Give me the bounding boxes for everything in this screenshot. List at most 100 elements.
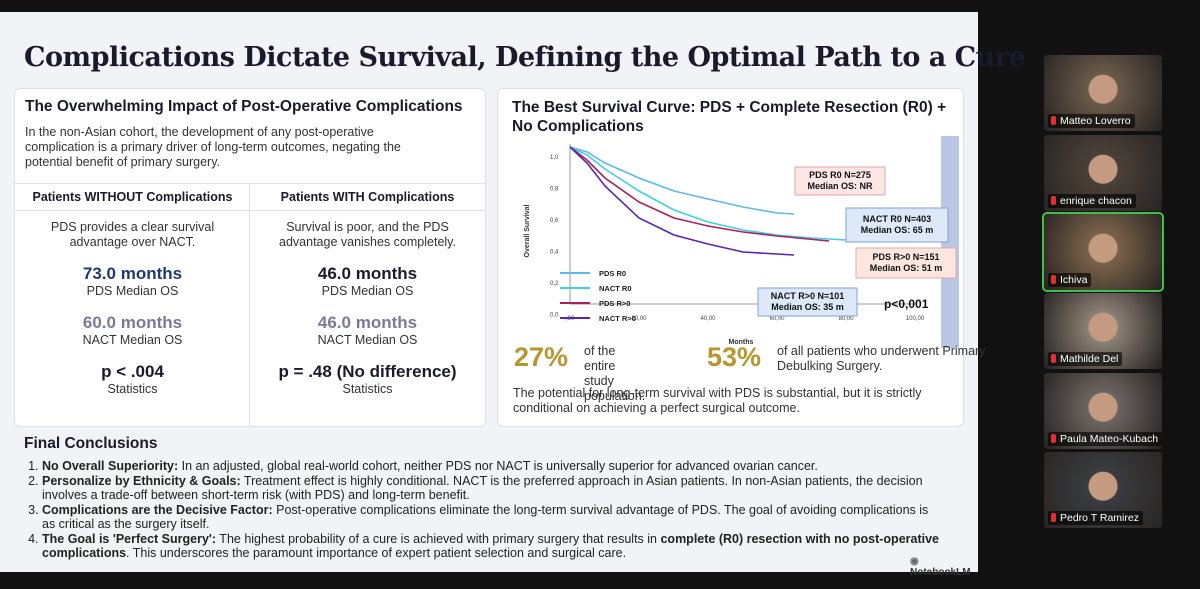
metric-value: 46.0 months bbox=[317, 264, 418, 283]
annotation-text: PDS R>0 N=151 bbox=[872, 252, 939, 262]
conclusion-item: No Overall Superiority: In an adjusted, … bbox=[42, 459, 942, 473]
y-axis-label: Overall Survival bbox=[524, 204, 531, 257]
annotation-box bbox=[845, 207, 949, 243]
right-footer: The potential for long-term survival wit… bbox=[513, 386, 922, 415]
conclusion-item: The Goal is 'Perfect Surgery': The highe… bbox=[42, 532, 942, 560]
conclusion-lead: No Overall Superiority: bbox=[42, 459, 179, 473]
annotation-text: NACT R>0 N=101 bbox=[771, 291, 845, 301]
mic-muted-icon bbox=[1051, 354, 1056, 363]
mic-muted-icon bbox=[1051, 196, 1056, 205]
metric-label: PDS Median OS bbox=[86, 284, 179, 298]
curve bbox=[569, 146, 795, 215]
column-description: PDS provides a clear survival advantage … bbox=[50, 220, 215, 249]
participant-tile: Matteo Loverro bbox=[1044, 55, 1162, 131]
x-tick-label: 80,00 bbox=[838, 316, 854, 322]
participant-label: Ichiva bbox=[1060, 274, 1088, 286]
mic-muted-icon bbox=[1051, 275, 1056, 284]
legend-label: NACT R>0 bbox=[599, 314, 636, 323]
metric-value: 46.0 months bbox=[317, 313, 418, 332]
y-tick-label: 0,8 bbox=[550, 187, 559, 193]
annotation-text: Median OS: NR bbox=[807, 181, 873, 191]
participant-name: Mathilde Del bbox=[1048, 352, 1123, 366]
legend-label: PDS R>0 bbox=[599, 299, 630, 308]
metric-value: 73.0 months bbox=[82, 264, 183, 283]
left-heading: The Overwhelming Impact of Post-Operativ… bbox=[25, 98, 463, 115]
curve bbox=[569, 146, 795, 256]
participant-name: Ichiva bbox=[1048, 273, 1092, 287]
participant-label: Paula Mateo-Kubach bbox=[1060, 433, 1159, 445]
participant-name: Pedro T Ramirez bbox=[1048, 511, 1143, 525]
x-tick-label: 100,00 bbox=[906, 316, 925, 322]
metric-label: Statistics bbox=[107, 382, 158, 396]
p-value: p<0,001 bbox=[884, 297, 929, 311]
stat-text: of the entire study population. bbox=[584, 344, 646, 403]
participant-label: Mathilde Del bbox=[1060, 353, 1119, 365]
conclusion-text: Post-operative complications eliminate t… bbox=[42, 503, 929, 531]
annotation-text: Median OS: 35 m bbox=[771, 302, 844, 312]
left-intro: In the non-Asian cohort, the development… bbox=[25, 125, 401, 169]
x-axis-label: Months bbox=[729, 339, 754, 346]
participant-label: enrique chacon bbox=[1060, 195, 1132, 207]
legend-label: NACT R0 bbox=[599, 284, 632, 293]
curve bbox=[569, 146, 864, 242]
divider bbox=[249, 183, 250, 426]
annotation-box bbox=[855, 247, 957, 279]
stat-value: 27% bbox=[514, 342, 569, 372]
participant-name: Paula Mateo-Kubach bbox=[1048, 432, 1162, 446]
x-tick-label: 40,00 bbox=[700, 316, 716, 322]
conclusion-lead: Personalize by Ethnicity & Goals: bbox=[42, 474, 241, 488]
conclusion-lead: Complications are the Decisive Factor: bbox=[42, 503, 273, 517]
metric-value: p < .004 bbox=[101, 362, 164, 381]
conclusion-text: Treatment effect is highly conditional. … bbox=[42, 474, 923, 502]
mic-muted-icon bbox=[1051, 513, 1056, 522]
metric-label: NACT Median OS bbox=[317, 333, 418, 347]
metric-label: Statistics bbox=[342, 382, 393, 396]
stat-value: 53% bbox=[707, 342, 762, 372]
x-tick-label: 20,00 bbox=[631, 316, 647, 322]
y-tick-label: 0,4 bbox=[550, 250, 559, 256]
survival-chart: 1,00,80,60,40,20,0,0020,0040,0060,0080,0… bbox=[513, 136, 959, 348]
annotation-text: Median OS: 65 m bbox=[861, 225, 934, 235]
brand: ◉ NotebookLM bbox=[910, 556, 971, 578]
conclusion-item: Personalize by Ethnicity & Goals: Treatm… bbox=[42, 474, 942, 502]
stat-text: of all patients who underwent Primary De… bbox=[777, 344, 986, 373]
metric-value: 60.0 months bbox=[82, 313, 183, 332]
participant-tile: Ichiva bbox=[1042, 212, 1164, 292]
participant-tile: Mathilde Del bbox=[1044, 293, 1162, 369]
annotation-box bbox=[757, 287, 858, 317]
left-card: The Overwhelming Impact of Post-Operativ… bbox=[14, 88, 486, 427]
y-tick-label: 0,0 bbox=[550, 313, 559, 319]
conclusion-text: . This underscores the paramount importa… bbox=[126, 546, 627, 560]
conclusions-heading: Final Conclusions bbox=[24, 435, 158, 452]
conclusion-item: Complications are the Decisive Factor: P… bbox=[42, 503, 942, 531]
participant-name: enrique chacon bbox=[1048, 194, 1136, 208]
divider bbox=[15, 183, 485, 184]
mic-muted-icon bbox=[1051, 116, 1056, 125]
participant-tile: Paula Mateo-Kubach bbox=[1044, 373, 1162, 449]
conclusion-text: In an adjusted, global real-world cohort… bbox=[178, 459, 818, 473]
participant-name: Matteo Loverro bbox=[1048, 114, 1135, 128]
metric-label: PDS Median OS bbox=[321, 284, 414, 298]
participant-label: Pedro T Ramirez bbox=[1060, 512, 1139, 524]
right-heading: The Best Survival Curve: PDS + Complete … bbox=[512, 99, 947, 135]
divider bbox=[15, 210, 485, 211]
metric-label: NACT Median OS bbox=[82, 333, 183, 347]
participant-tile: enrique chacon bbox=[1044, 135, 1162, 211]
chart-edge bbox=[941, 136, 959, 348]
conclusion-lead: The Goal is 'Perfect Surgery': bbox=[42, 532, 217, 546]
metric-value: p = .48 (No difference) bbox=[278, 362, 457, 381]
column-header: Patients WITH Complications bbox=[280, 190, 455, 204]
annotation-box bbox=[794, 166, 886, 196]
conclusion-text: The highest probability of a cure is ach… bbox=[216, 532, 661, 546]
y-tick-label: 0,6 bbox=[550, 218, 559, 224]
mic-muted-icon bbox=[1051, 434, 1056, 443]
participant-tile: Pedro T Ramirez bbox=[1044, 452, 1162, 528]
column-description: Survival is poor, and the PDS advantage … bbox=[279, 220, 456, 249]
annotation-text: Median OS: 51 m bbox=[870, 263, 943, 273]
y-tick-label: 0,2 bbox=[550, 281, 559, 287]
column-header: Patients WITHOUT Complications bbox=[32, 190, 233, 204]
conclusions-list: No Overall Superiority: In an adjusted, … bbox=[22, 459, 942, 561]
slide: Complications Dictate Survival, Defining… bbox=[0, 12, 1026, 578]
brand-text: NotebookLM bbox=[910, 567, 971, 578]
